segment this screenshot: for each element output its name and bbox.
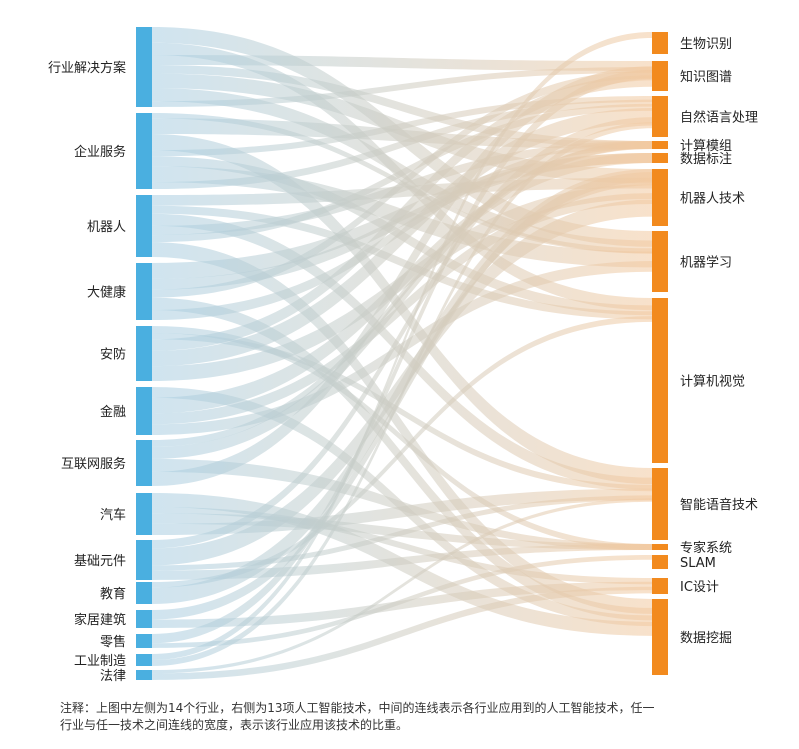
technology-node-bar <box>652 32 668 54</box>
technology-node-bar <box>652 96 668 137</box>
flow-link <box>152 75 652 351</box>
flow-link <box>152 316 652 588</box>
flow-link <box>152 153 652 414</box>
flow-link <box>152 498 652 674</box>
industry-label: 法律 <box>100 669 126 684</box>
technology-label: 智能语音技术 <box>680 497 758 513</box>
technology-node-bar <box>652 578 668 594</box>
technology-label: 机器学习 <box>680 255 732 271</box>
technology-label: IC设计 <box>680 580 719 595</box>
technology-label: 知识图谱 <box>680 69 732 85</box>
industry-label: 大健康 <box>87 285 126 301</box>
flow-link <box>152 242 652 614</box>
industry-label: 互联网服务 <box>61 456 126 472</box>
industry-label: 教育 <box>100 586 126 602</box>
flow-link <box>152 70 652 298</box>
technology-node-bar <box>652 61 668 91</box>
flow-link <box>152 205 652 320</box>
flow-link <box>152 32 652 661</box>
industry-node-bar <box>136 113 152 189</box>
flow-link <box>152 297 652 621</box>
industry-label: 行业解决方案 <box>48 60 126 76</box>
flow-link <box>152 326 652 550</box>
technology-node-bar <box>652 153 668 163</box>
technology-label: 生物识别 <box>680 37 732 52</box>
flow-link <box>152 581 652 628</box>
flow-link <box>152 586 652 680</box>
flow-link <box>152 141 652 236</box>
industry-label: 基础元件 <box>74 554 126 569</box>
industry-label: 工业制造 <box>74 654 126 669</box>
industry-node-bar <box>136 195 152 257</box>
technology-label: 专家系统 <box>680 540 732 556</box>
flow-link <box>152 495 652 571</box>
technology-label: SLAM <box>680 556 716 571</box>
technology-node-bar <box>652 468 668 540</box>
industry-node-bar <box>136 540 152 580</box>
industry-node-bar <box>136 387 152 435</box>
industry-node-bar <box>136 610 152 628</box>
industry-node-bar <box>136 634 152 648</box>
industry-node-bar <box>136 263 152 320</box>
industry-node-bar <box>136 326 152 381</box>
industry-node-bar <box>136 670 152 680</box>
footnote: 注释：上图中左侧为14个行业，右侧为13项人工智能技术，中间的连线表示各行业应用… <box>60 700 760 734</box>
flow-link <box>152 66 652 486</box>
flow-link <box>152 65 652 149</box>
flow-link <box>152 67 652 107</box>
footnote-line-1: 注释：上图中左侧为14个行业，右侧为13项人工智能技术，中间的连线表示各行业应用… <box>60 701 655 715</box>
flow-link <box>152 193 652 425</box>
flow-link <box>152 69 652 644</box>
flow-link <box>152 141 652 459</box>
flow-link <box>152 458 652 550</box>
industry-node-bar <box>136 27 152 107</box>
flow-link <box>152 507 652 585</box>
technology-label: 自然语言处理 <box>680 110 758 126</box>
industry-label: 机器人 <box>87 220 126 235</box>
industry-node-bar <box>136 582 152 604</box>
flow-link <box>152 103 652 243</box>
technology-node-bar <box>652 298 668 463</box>
technology-label: 数据标注 <box>680 152 732 167</box>
technology-label: 数据挖掘 <box>680 631 732 646</box>
industry-node-bar <box>136 493 152 535</box>
left-industry-nodes <box>136 27 152 680</box>
technology-label: 机器人技术 <box>680 192 745 207</box>
industry-label: 金融 <box>100 404 126 420</box>
industry-node-bar <box>136 440 152 486</box>
flow-link <box>152 96 652 157</box>
technology-node-bar <box>652 599 668 675</box>
industry-label: 安防 <box>100 347 126 363</box>
flow-link <box>152 169 652 604</box>
flow-link <box>152 122 652 666</box>
industry-label: 企业服务 <box>74 144 126 160</box>
technology-node-bar <box>652 544 668 550</box>
technology-label: 计算模组 <box>680 139 732 154</box>
industry-label: 零售 <box>100 634 126 650</box>
flow-link <box>152 99 652 189</box>
sankey-diagram: 行业解决方案企业服务机器人大健康安防金融互联网服务汽车基础元件教育家居建筑零售工… <box>48 27 758 684</box>
technology-node-bar <box>652 141 668 149</box>
right-technology-labels: 生物识别知识图谱自然语言处理计算模组数据标注机器人技术机器学习计算机视觉智能语音… <box>680 37 758 646</box>
flow-link <box>152 55 652 72</box>
flow-link <box>152 153 652 290</box>
technology-node-bar <box>652 231 668 292</box>
flow-link <box>152 332 652 492</box>
flow-link <box>152 555 652 648</box>
flow-link <box>152 117 652 549</box>
technology-node-bar <box>652 555 668 569</box>
industry-label: 家居建筑 <box>74 612 126 628</box>
technology-label: 计算机视觉 <box>680 375 745 390</box>
footnote-line-2: 行业与任一技术之间连线的宽度，表示该行业应用该技术的比重。 <box>60 718 409 732</box>
left-industry-labels: 行业解决方案企业服务机器人大健康安防金融互联网服务汽车基础元件教育家居建筑零售工… <box>48 60 126 684</box>
industry-label: 汽车 <box>100 507 126 523</box>
flow-link <box>152 108 652 367</box>
industry-node-bar <box>136 654 152 666</box>
technology-node-bar <box>652 169 668 226</box>
right-technology-nodes <box>652 32 668 675</box>
sankey-links <box>152 27 652 680</box>
